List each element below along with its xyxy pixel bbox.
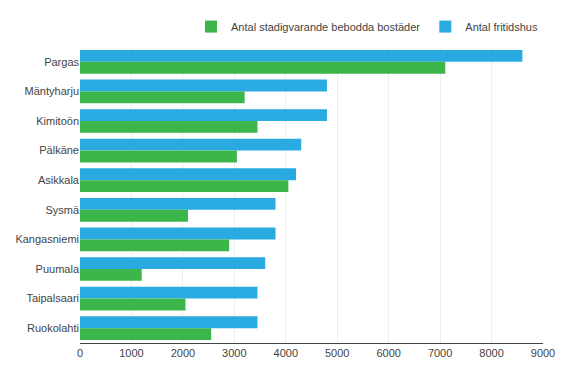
svg-text:Puumala: Puumala	[36, 263, 80, 275]
svg-text:5000: 5000	[325, 347, 349, 359]
svg-text:Pälkäne: Pälkäne	[39, 144, 79, 156]
svg-text:Pargas: Pargas	[44, 56, 79, 68]
svg-text:Ruokolahti: Ruokolahti	[27, 322, 79, 334]
svg-text:Antal fritidshus: Antal fritidshus	[465, 21, 538, 33]
svg-text:Mäntyharju: Mäntyharju	[25, 85, 79, 97]
svg-text:9000: 9000	[531, 347, 555, 359]
svg-text:Taipalsaari: Taipalsaari	[26, 292, 79, 304]
svg-text:4000: 4000	[274, 347, 298, 359]
svg-text:Sysmä: Sysmä	[45, 204, 80, 216]
svg-text:3000: 3000	[222, 347, 246, 359]
svg-text:6000: 6000	[376, 347, 400, 359]
svg-text:2000: 2000	[171, 347, 195, 359]
svg-text:1000: 1000	[119, 347, 143, 359]
svg-text:8000: 8000	[479, 347, 503, 359]
svg-text:Kimitoön: Kimitoön	[36, 115, 79, 127]
svg-text:Antal stadigvarande bebodda bo: Antal stadigvarande bebodda bostäder	[231, 21, 420, 33]
svg-text:Kangasniemi: Kangasniemi	[15, 233, 79, 245]
svg-text:0: 0	[77, 347, 83, 359]
svg-text:7000: 7000	[428, 347, 452, 359]
svg-text:Asikkala: Asikkala	[38, 174, 80, 186]
